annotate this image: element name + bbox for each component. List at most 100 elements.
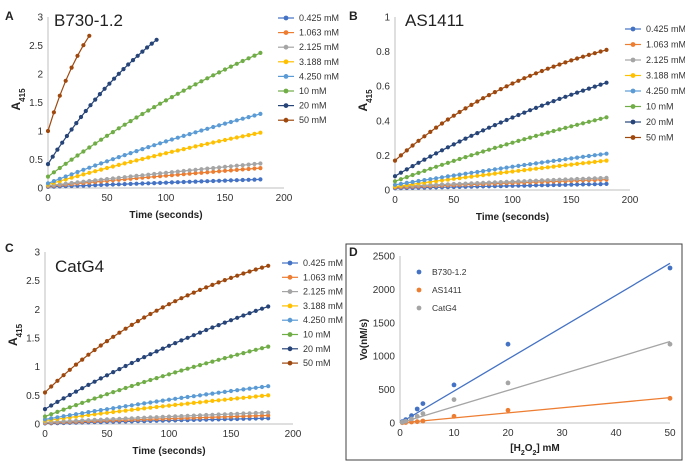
data-point <box>205 170 210 175</box>
data-point <box>211 178 216 184</box>
data-point <box>175 180 180 185</box>
data-point <box>173 370 178 375</box>
data-point <box>61 407 66 412</box>
data-point <box>252 53 257 58</box>
data-point <box>111 334 116 339</box>
data-point <box>99 182 104 187</box>
data-point <box>246 56 251 61</box>
data-point <box>93 169 98 174</box>
legend-marker <box>630 119 636 125</box>
data-point <box>117 409 122 414</box>
data-point <box>469 133 474 138</box>
legend-label: 3.188 mM <box>299 57 339 67</box>
data-point <box>134 181 139 186</box>
data-point <box>222 397 227 402</box>
data-point <box>451 413 457 419</box>
data-point <box>204 361 209 366</box>
data-point <box>75 169 80 175</box>
series-20-mm <box>42 304 271 412</box>
data-point <box>505 407 511 413</box>
data-point <box>75 153 80 158</box>
data-point <box>122 175 127 180</box>
legend-label: 4.250 mM <box>303 315 343 325</box>
series-line <box>47 35 90 132</box>
data-point <box>211 169 216 174</box>
data-point <box>98 417 103 422</box>
data-point <box>439 182 445 187</box>
data-point <box>463 171 468 176</box>
trendline <box>399 340 671 424</box>
data-point <box>234 135 239 140</box>
data-point <box>128 159 133 164</box>
data-point <box>557 182 562 187</box>
data-point <box>75 180 80 185</box>
x-tick-label: 200 <box>622 195 639 206</box>
data-point <box>140 181 145 186</box>
data-point <box>428 177 433 182</box>
data-point <box>580 182 586 187</box>
data-point <box>398 177 403 182</box>
data-point <box>228 164 233 169</box>
data-point <box>63 181 68 186</box>
data-point <box>93 97 98 102</box>
series-line <box>394 82 607 177</box>
legend-label: 50 mM <box>299 115 327 125</box>
y-axis-label: A415 <box>9 88 27 111</box>
data-point <box>252 113 257 118</box>
data-point <box>93 141 98 146</box>
data-point <box>222 356 227 361</box>
data-point <box>551 128 556 134</box>
data-point <box>522 168 527 173</box>
data-point <box>451 173 456 178</box>
y-tick-label: 1 <box>34 362 40 373</box>
data-point <box>246 162 251 167</box>
data-point <box>410 172 415 178</box>
y-axis-label-main: A <box>356 103 370 112</box>
legend-marker <box>287 332 293 337</box>
data-point <box>498 166 503 171</box>
data-point <box>253 347 258 352</box>
data-point <box>252 131 257 136</box>
data-point <box>104 373 110 378</box>
data-point <box>451 158 456 163</box>
data-point <box>116 155 121 160</box>
legend-label: 2.125 mM <box>299 42 339 52</box>
data-point <box>160 398 165 403</box>
data-point <box>240 167 245 172</box>
data-point <box>510 140 515 145</box>
data-point <box>217 165 222 170</box>
data-point <box>104 182 110 187</box>
data-point <box>92 409 97 414</box>
data-point <box>420 401 426 406</box>
data-point <box>434 125 439 130</box>
data-point <box>75 174 80 179</box>
data-point <box>110 176 115 181</box>
data-point <box>142 315 147 320</box>
legend-marker <box>287 274 293 280</box>
legend-marker <box>283 59 289 65</box>
data-point <box>498 144 503 149</box>
data-point <box>469 181 474 186</box>
data-point <box>211 166 216 171</box>
legend-label: 0.425 mM <box>299 13 339 23</box>
data-point <box>259 346 265 351</box>
data-point <box>55 415 60 420</box>
data-point <box>166 403 172 408</box>
data-point <box>403 418 409 424</box>
data-point <box>117 388 122 393</box>
data-point <box>580 161 586 166</box>
data-point <box>481 180 486 185</box>
data-point <box>175 148 180 153</box>
data-point <box>247 395 252 400</box>
data-point <box>228 396 234 402</box>
legend-marker <box>630 57 636 63</box>
data-point <box>128 119 133 124</box>
data-point <box>121 67 126 72</box>
data-point <box>222 278 227 283</box>
legend-label: AS1411 <box>432 285 462 295</box>
data-point <box>104 410 110 415</box>
data-point <box>598 49 603 54</box>
data-point <box>216 398 221 403</box>
panel-letter: A <box>5 9 14 23</box>
